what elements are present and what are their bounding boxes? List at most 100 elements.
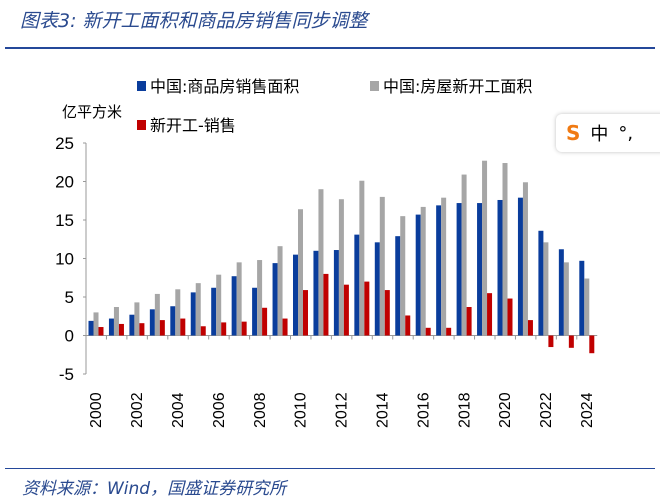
bar-starts-2013 <box>359 180 365 336</box>
bar-diff-2000 <box>98 327 104 336</box>
bar-starts-2005 <box>195 283 201 336</box>
bar-sales-2005 <box>190 292 196 336</box>
bar-starts-2016 <box>420 206 426 336</box>
bar-starts-2000 <box>93 312 99 336</box>
bar-sales-2010 <box>293 254 298 336</box>
bar-diff-2017 <box>446 327 452 336</box>
bar-diff-2018 <box>466 307 472 336</box>
bar-sales-2008 <box>252 287 258 336</box>
bar-starts-2012 <box>338 199 344 336</box>
x-tick-label: 2024 <box>579 392 596 428</box>
y-tick-label: 15 <box>55 211 74 230</box>
y-tick-label: 20 <box>55 173 74 192</box>
y-unit-label: 亿平方米 <box>62 103 122 121</box>
bar-diff-2022 <box>548 335 554 348</box>
ime-logo-icon[interactable]: S <box>566 121 581 145</box>
bar-sales-2019 <box>477 203 483 336</box>
legend-swatch <box>137 120 146 130</box>
x-tick-label: 2018 <box>456 392 473 428</box>
bar-sales-2006 <box>211 287 217 336</box>
legend-swatch <box>370 81 379 91</box>
bar-sales-2000 <box>88 320 94 336</box>
bar-sales-2020 <box>497 199 503 336</box>
bar-starts-2008 <box>257 260 263 336</box>
x-tick-label: 2004 <box>170 392 187 428</box>
bar-starts-2010 <box>298 209 303 336</box>
bar-starts-2009 <box>277 246 283 336</box>
x-tick-label: 2020 <box>497 392 514 428</box>
y-tick-label: 10 <box>55 250 74 269</box>
bar-starts-2018 <box>461 174 467 336</box>
bar-sales-2009 <box>272 263 278 336</box>
bar-chart: -5 0 5 10 15 20 25 2000 2002 2004 2006 2008 2010 2012… <box>55 77 598 428</box>
bar-diff-2004 <box>180 318 186 336</box>
x-tick-label: 2010 <box>293 392 310 428</box>
bar-sales-2014 <box>374 242 380 336</box>
bar-diff-2006 <box>221 322 227 336</box>
bar-diff-2019 <box>487 293 493 336</box>
bar-starts-2023 <box>563 262 569 336</box>
x-tick-label: 2014 <box>375 392 392 428</box>
x-tick-label: 2008 <box>252 392 269 428</box>
legend-label: 新开工-销售 <box>150 116 236 135</box>
bar-diff-2024 <box>589 335 595 354</box>
bar-diff-2012 <box>343 284 349 336</box>
y-tick-label: 5 <box>65 288 74 307</box>
bar-diff-2007 <box>241 321 247 336</box>
bar-diff-2016 <box>425 327 431 336</box>
bar-starts-2015 <box>400 216 406 336</box>
x-tick-label: 2016 <box>415 392 432 428</box>
bar-starts-2002 <box>134 302 140 336</box>
ime-mode-toggle[interactable]: 中 <box>590 124 609 145</box>
bar-diff-2005 <box>200 326 206 336</box>
bar-sales-2003 <box>149 309 155 336</box>
bar-sales-2023 <box>558 249 564 336</box>
bar-diff-2015 <box>405 315 411 336</box>
legend-label: 中国:商品房销售面积 <box>150 77 299 96</box>
bar-starts-2014 <box>379 196 385 336</box>
bar-sales-2002 <box>129 314 135 336</box>
title-divider <box>5 47 655 49</box>
y-tick-label: 25 <box>55 134 74 153</box>
bar-sales-2007 <box>231 276 237 336</box>
ime-punct-toggle[interactable]: °, <box>618 122 634 144</box>
bar-sales-2015 <box>395 236 401 336</box>
source-divider <box>5 468 655 469</box>
bar-starts-2021 <box>522 182 528 336</box>
bar-sales-2017 <box>436 205 442 336</box>
x-tick-label: 2012 <box>334 392 351 428</box>
bar-starts-2007 <box>236 262 242 336</box>
bar-diff-2010 <box>303 290 308 336</box>
source-note: 资料来源：Wind，国盛证券研究所 <box>22 479 287 499</box>
legend-swatch <box>137 81 146 91</box>
bar-sales-2001 <box>108 318 114 336</box>
y-tick-label: 0 <box>65 327 74 346</box>
bar-diff-2021 <box>527 320 533 336</box>
bar-sales-2018 <box>456 203 462 336</box>
bar-starts-2003 <box>154 293 160 336</box>
bar-diff-2020 <box>507 298 513 336</box>
x-tick-label: 2006 <box>211 392 228 428</box>
bar-starts-2004 <box>175 289 181 336</box>
bar-starts-2024 <box>584 278 590 336</box>
bar-starts-2022 <box>543 242 549 336</box>
bar-diff-2014 <box>384 290 390 336</box>
bar-sales-2012 <box>333 250 339 336</box>
bar-sales-2013 <box>354 234 360 336</box>
ime-toolbar[interactable]: S 中 °, <box>556 114 660 152</box>
bar-sales-2022 <box>538 230 544 336</box>
bar-sales-2016 <box>415 214 421 336</box>
bar-diff-2002 <box>139 323 145 336</box>
bar-sales-2011 <box>313 250 319 336</box>
bar-diff-2023 <box>568 335 574 348</box>
bar-sales-2021 <box>517 197 523 336</box>
bar-starts-2001 <box>113 307 119 336</box>
bar-starts-2017 <box>441 197 447 336</box>
legend-label: 中国:房屋新开工面积 <box>383 77 532 96</box>
bar-sales-2004 <box>170 306 176 336</box>
bar-diff-2003 <box>159 320 165 336</box>
bar-starts-2019 <box>482 160 488 336</box>
figure-title: 图表3: 新开工面积和商品房销售同步调整 <box>20 10 368 32</box>
bar-diff-2013 <box>364 281 370 336</box>
